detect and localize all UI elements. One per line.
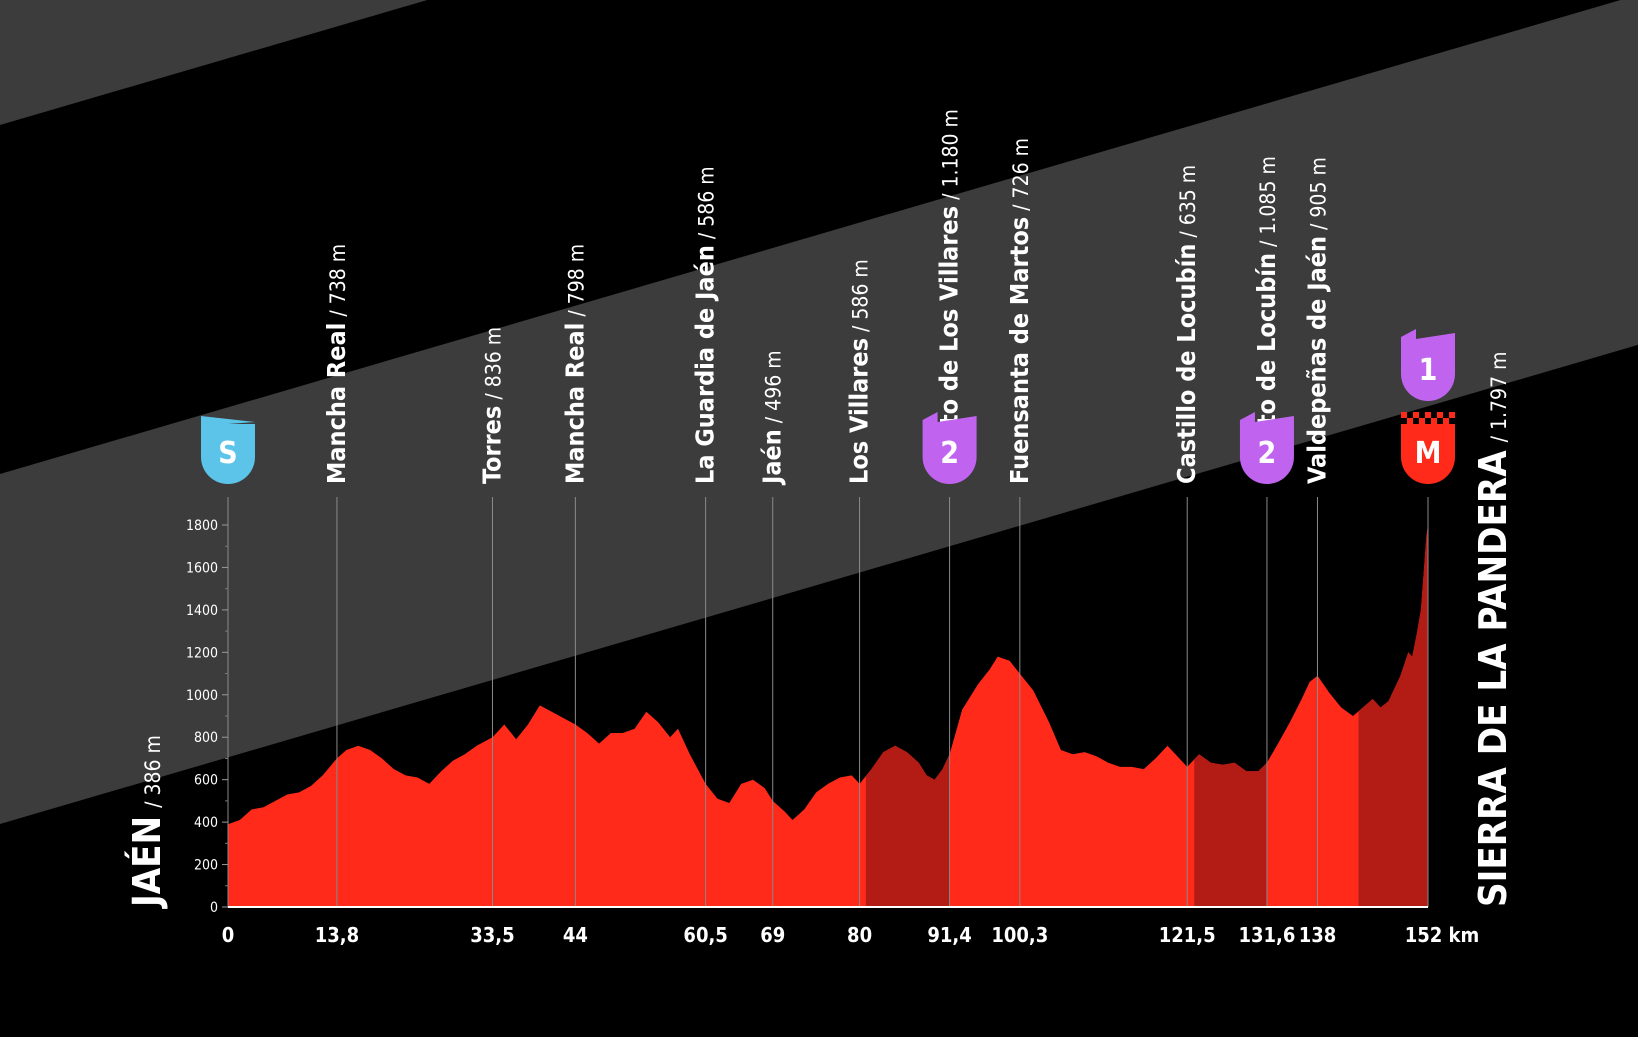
waypoint-labels: Mancha Real / 738 m Torres / 836 m Mancha … (125, 109, 1515, 909)
waypoint-altitude: / 905 m (1306, 157, 1330, 236)
diagonal-band-middle (0, 0, 1638, 824)
diagonal-band-top (0, 0, 428, 125)
waypoint-label-1: Mancha Real / 738 m (322, 244, 351, 484)
x-tick-label: 131,6 (1238, 923, 1295, 947)
profile-area (228, 525, 1428, 907)
badge-label: 2 (940, 436, 959, 471)
waypoint-name: Los Villares (845, 338, 874, 484)
y-tick-label: 800 (194, 730, 218, 746)
checker-square (1425, 412, 1431, 418)
waypoint-altitude: / 1.180 m (939, 109, 963, 206)
waypoint-label-3: Mancha Real / 798 m (560, 244, 589, 484)
y-tick-label: 1200 (186, 645, 218, 661)
waypoint-label-8: Fuensanta de Martos / 726 m (1005, 138, 1034, 484)
waypoint-altitude: / 586 m (849, 259, 873, 338)
x-tick-label: 13,8 (315, 923, 359, 947)
waypoint-name: Torres (477, 406, 506, 484)
y-tick-label: 400 (194, 815, 218, 831)
checker-square (1449, 412, 1455, 418)
y-tick-label: 200 (194, 858, 218, 874)
waypoint-name: Jaén (758, 429, 787, 486)
checker-square (1407, 418, 1413, 424)
x-tick-label: 33,5 (470, 923, 514, 947)
waypoint-lines (227, 497, 1429, 907)
waypoint-name: Fuensanta de Martos (1005, 217, 1034, 484)
waypoint-altitude: / 726 m (1009, 138, 1033, 217)
y-tick-label: 600 (194, 773, 218, 789)
checker-square (1413, 412, 1419, 418)
badge-start-1: S (201, 416, 255, 484)
y-tick-label: 0 (210, 900, 218, 916)
badge-shield (1239, 424, 1294, 484)
finish-name: SIERRA DE LA PANDERA (1471, 450, 1515, 907)
waypoint-label-2: Torres / 836 m (477, 327, 506, 484)
waypoint-altitude: / 836 m (481, 327, 505, 406)
waypoint-name: Mancha Real (560, 323, 589, 484)
checker-square (1437, 412, 1443, 418)
waypoint-name: Valdepeñas de Jaén (1302, 236, 1331, 484)
badge-shield (201, 424, 255, 484)
start-name: JAÉN (125, 816, 169, 909)
profile-area-fill (228, 525, 1428, 907)
waypoint-label-9: Castillo de Locubín / 635 m (1172, 165, 1201, 484)
climb-section-1 (865, 745, 950, 907)
mountain-tab-icon (922, 412, 977, 424)
waypoint-altitude: / 1.085 m (1256, 156, 1280, 253)
x-tick-label: 0 (222, 923, 235, 947)
waypoint-altitude: / 586 m (695, 166, 719, 245)
badge-shield (1401, 341, 1455, 401)
y-tick-label: 1000 (186, 688, 218, 704)
start-label: JAÉN / 386 m (125, 735, 169, 909)
mountain-tab-icon (1239, 412, 1294, 424)
climb-section-3 (1358, 525, 1428, 907)
x-tick-label: 91,4 (927, 923, 971, 947)
badge-label: S (218, 436, 237, 471)
mountain-tab-icon (1401, 329, 1455, 341)
x-tick-label: 152 km (1405, 923, 1480, 947)
x-tick-label: 44 (563, 923, 588, 947)
checker-square (1419, 418, 1425, 424)
waypoint-label-11: Valdepeñas de Jaén / 905 m (1302, 157, 1331, 484)
waypoint-name: Castillo de Locubín (1172, 244, 1201, 484)
badge-climb-2: 2 (922, 412, 977, 484)
waypoint-altitude: / 738 m (326, 244, 350, 323)
waypoint-label-4: La Guardia de Jaén / 586 m (691, 166, 720, 484)
x-tick-label: 80 (847, 923, 872, 947)
x-tick-label: 121,5 (1159, 923, 1216, 947)
waypoint-label-6: Los Villares / 586 m (845, 259, 874, 484)
waypoint-altitude: / 798 m (564, 244, 588, 323)
waypoint-altitude: / 496 m (762, 350, 786, 429)
checker-square (1443, 418, 1449, 424)
badge-label: 1 (1419, 353, 1438, 388)
x-tick-label: 60,5 (683, 923, 727, 947)
badges: S 2 2 1 M (201, 329, 1455, 484)
x-tick-label: 100,3 (991, 923, 1048, 947)
finish-altitude: / 1.797 m (1487, 352, 1511, 443)
waypoint-name: La Guardia de Jaén (691, 245, 720, 484)
badge-label: 2 (1258, 436, 1277, 471)
x-tick-label: 138 (1299, 923, 1337, 947)
y-tick-label: 1400 (186, 603, 218, 619)
badge-climb-3: 2 (1239, 412, 1294, 484)
badge-climb-top-4: 1 (1401, 329, 1455, 401)
x-tick-label: 69 (760, 923, 785, 947)
waypoint-name: Mancha Real (322, 323, 351, 484)
waypoint-label-5: Jaén / 496 m (758, 350, 787, 486)
waypoint-altitude: / 635 m (1176, 165, 1200, 244)
badge-finish-5: M (1401, 412, 1455, 484)
finish-label: SIERRA DE LA PANDERA / 1.797 m (1471, 352, 1515, 908)
checker-square (1431, 418, 1437, 424)
axes: 0 200 400 600 800 1000 1200 1400 1600 1800 0 13,8 33… (186, 518, 1479, 947)
y-tick-label: 1800 (186, 518, 218, 534)
start-altitude: / 386 m (141, 735, 165, 808)
badge-label: M (1415, 436, 1442, 471)
y-tick-label: 1600 (186, 560, 218, 576)
badge-shield (922, 424, 977, 484)
climb-section-2 (1194, 754, 1267, 907)
flag-icon (201, 416, 255, 426)
checker-square (1401, 412, 1407, 418)
badge-shield (1401, 424, 1455, 484)
